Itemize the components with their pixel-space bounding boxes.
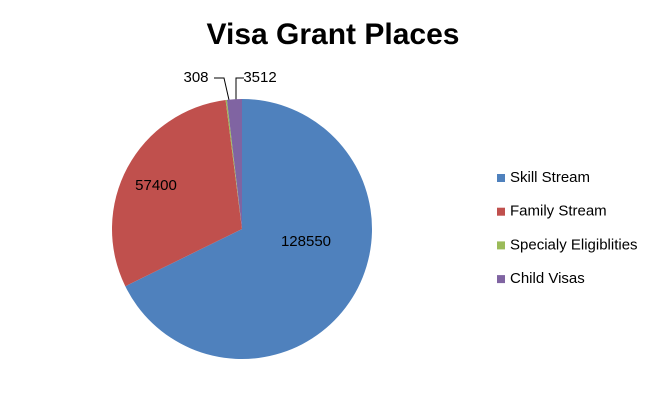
legend-swatch <box>497 207 505 216</box>
data-label: 3512 <box>243 69 276 86</box>
pie-slice <box>225 99 242 229</box>
legend-label: Specialy Eligiblities <box>510 236 638 253</box>
pie-slice <box>111 100 242 287</box>
legend-label: Child Visas <box>510 270 585 287</box>
legend-swatch <box>497 174 505 182</box>
legend-label: Family Stream <box>510 203 607 220</box>
pie-slice <box>226 99 242 229</box>
legend-swatch <box>497 275 505 284</box>
chart-title: Visa Grant Places <box>207 18 460 51</box>
pie-slice <box>125 99 373 359</box>
leader-line <box>235 77 244 100</box>
leader-line <box>214 77 230 101</box>
legend-label: Skill Stream <box>510 169 590 186</box>
data-label: 308 <box>183 69 208 86</box>
legend-swatch <box>497 241 505 250</box>
data-label: 57400 <box>135 177 177 194</box>
data-label: 128550 <box>281 233 331 250</box>
